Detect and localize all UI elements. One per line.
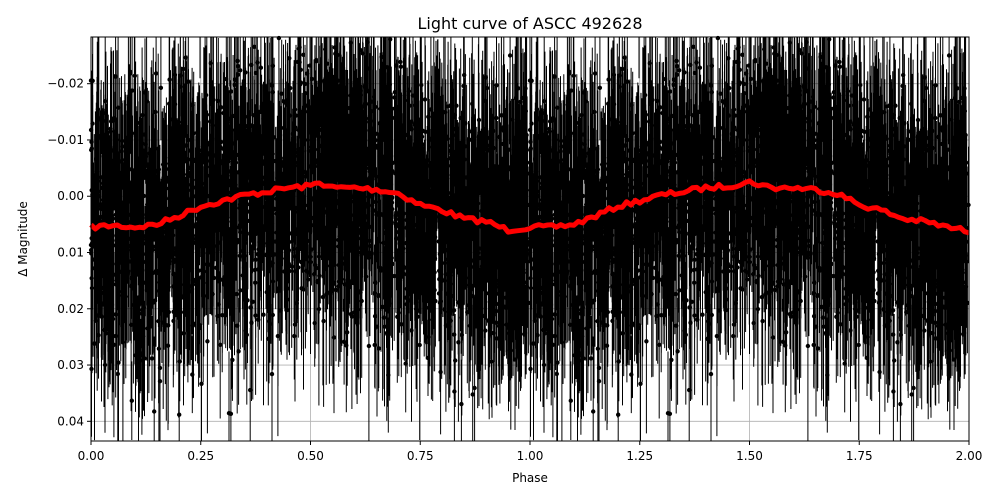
x-tick-label: 2.00	[956, 449, 983, 463]
y-tick-label: 0.02	[57, 302, 84, 316]
y-tick-label: 0.01	[57, 246, 84, 260]
x-tick-label: 1.75	[846, 449, 873, 463]
x-axis-ticks: 0.00 0.25 0.50 0.75 1.00 1.25 1.50 1.75 2.00	[78, 441, 983, 463]
x-tick-label: 0.75	[407, 449, 434, 463]
y-tick-label: −0.01	[47, 133, 84, 147]
y-tick-label: 0.03	[57, 358, 84, 372]
y-tick-label: −0.02	[47, 77, 84, 91]
chart-title: Light curve of ASCC 492628	[417, 14, 642, 33]
plot-area	[88, 35, 971, 442]
red-model-curve	[89, 178, 970, 236]
y-axis-label: Δ Magnitude	[16, 201, 30, 277]
x-tick-label: 0.00	[78, 449, 105, 463]
y-tick-label: 0.00	[57, 189, 84, 203]
y-axis-ticks: −0.02 −0.01 0.00 0.01 0.02 0.03 0.04	[47, 77, 91, 428]
x-tick-label: 1.50	[736, 449, 763, 463]
x-tick-label: 1.25	[626, 449, 653, 463]
x-tick-label: 1.00	[517, 449, 544, 463]
y-tick-label: 0.04	[57, 414, 84, 428]
x-tick-label: 0.50	[297, 449, 324, 463]
x-tick-label: 0.25	[187, 449, 214, 463]
x-axis-label: Phase	[512, 471, 548, 485]
